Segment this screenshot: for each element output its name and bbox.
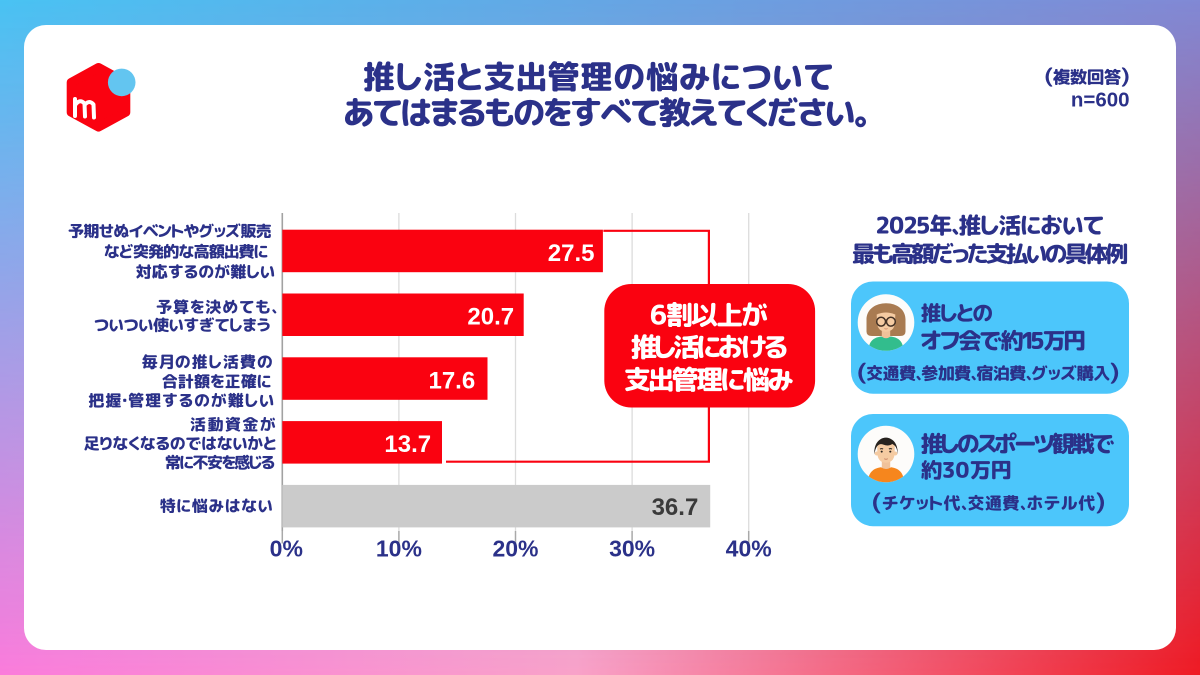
svg-text:30%: 30%: [609, 535, 655, 561]
svg-text:20%: 20%: [492, 535, 538, 561]
svg-text:20.7: 20.7: [467, 304, 514, 331]
svg-text:0%: 0%: [270, 535, 303, 561]
svg-text:n=600: n=600: [1071, 89, 1130, 112]
svg-text:10%: 10%: [376, 535, 422, 561]
svg-text:40%: 40%: [726, 535, 772, 561]
svg-text:13.7: 13.7: [384, 431, 431, 458]
svg-text:17.6: 17.6: [428, 367, 475, 394]
svg-text:27.5: 27.5: [548, 240, 595, 267]
svg-text:36.7: 36.7: [652, 494, 699, 521]
